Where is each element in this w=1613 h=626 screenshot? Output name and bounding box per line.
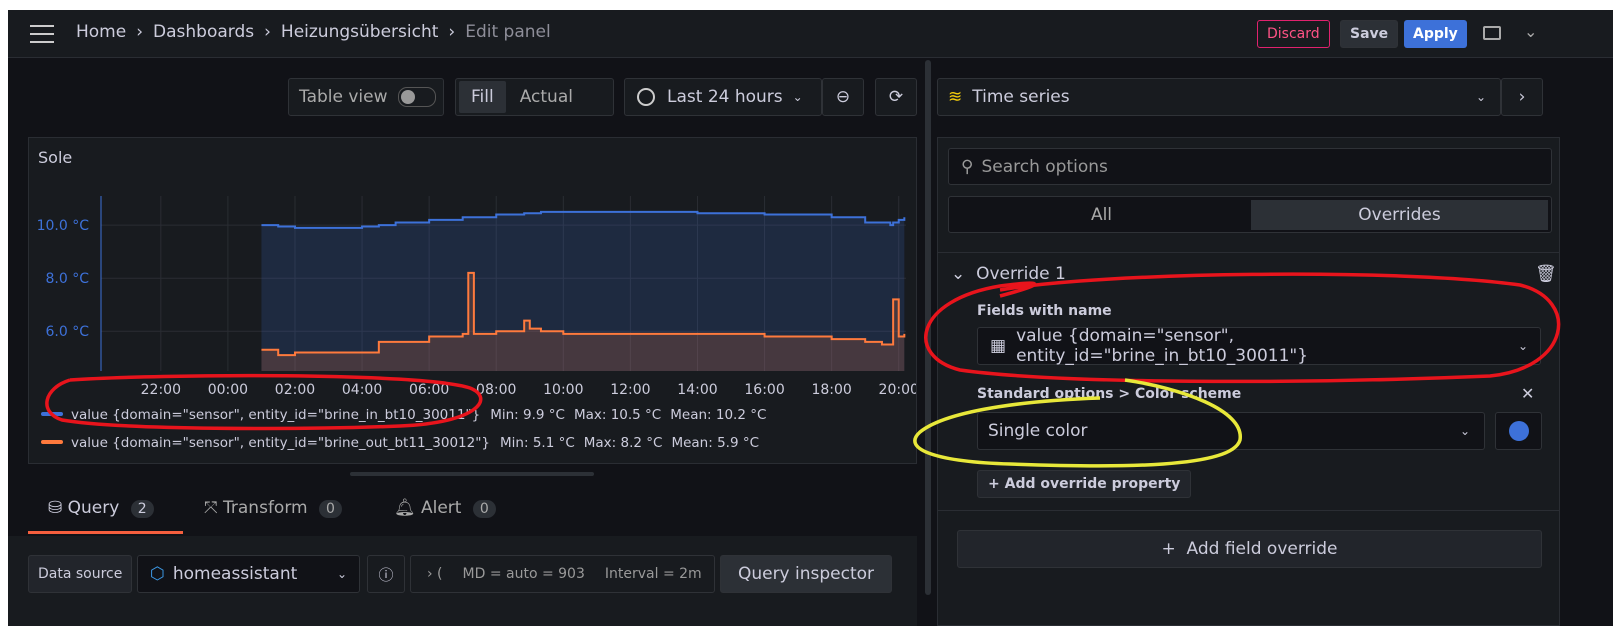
apply-button[interactable]: Apply (1404, 20, 1467, 48)
x-tick-label: 14:00 (677, 382, 717, 398)
refresh[interactable]: ⟳ (875, 78, 917, 116)
discard-button[interactable]: Discard (1257, 20, 1330, 48)
divider (937, 510, 1560, 511)
label: homeassistant (172, 564, 298, 584)
add-property[interactable]: + Add override property (977, 470, 1192, 498)
legend-stat: Min: 5.1 °C (500, 435, 575, 451)
value: value {domain="sensor", entity_id="brine… (1016, 326, 1309, 366)
tab-overrides[interactable]: Overrides (1251, 199, 1548, 230)
area (261, 272, 905, 371)
label: Add override property (1004, 476, 1181, 492)
area (261, 211, 905, 371)
matcher-label: Fields with name (977, 303, 1112, 319)
remove[interactable]: ✕ (1521, 384, 1535, 403)
legend-stat: Mean: 5.9 °C (671, 435, 759, 451)
collapse[interactable]: › (1501, 78, 1543, 116)
tab[interactable]: ⛁ Query 2 (28, 498, 183, 534)
badge: 0 (318, 500, 342, 518)
legend-stat: Max: 10.5 °C (574, 407, 661, 423)
help[interactable]: ⓘ (367, 555, 405, 593)
x-tick-label: 00:00 (208, 382, 248, 398)
table-view-toggle[interactable]: Table view (288, 78, 444, 116)
x-tick-label: 16:00 (744, 382, 784, 398)
override-title[interactable]: ⌄ Override 1 (951, 264, 1066, 284)
chart: 6.0 °C 8.0 °C 10.0 °C 22:00 00:00 02:00 04:00 0… (37, 196, 916, 451)
x-tick-label: 06:00 (409, 382, 449, 398)
tabs: All Overrides (948, 196, 1552, 233)
label: Last 24 hours (667, 87, 783, 107)
ds-picker[interactable]: ⬡ homeassistant ⌄ (137, 555, 360, 593)
color-scheme-select[interactable]: Single color ⌄ (977, 412, 1485, 450)
tab[interactable]: ⤧ Transform 0 (204, 498, 342, 518)
fill-option[interactable]: Fill (459, 81, 506, 113)
tab-label: Alert (421, 498, 462, 518)
trash[interactable]: 🗑︎ (1535, 264, 1557, 284)
label: Table view (299, 87, 388, 107)
x-tick-label: 10:00 (543, 382, 583, 398)
splitter[interactable] (350, 472, 594, 476)
legend-stat: Mean: 10.2 °C (670, 407, 766, 423)
time-picker[interactable]: Last 24 hours ⌄ (624, 78, 822, 116)
label: Time series (972, 87, 1070, 107)
query-inspector[interactable]: Query inspector (720, 555, 892, 593)
x-tick-label: 18:00 (811, 382, 851, 398)
crumb[interactable]: Home (76, 22, 127, 42)
chevron[interactable]: ⌄ (1524, 22, 1538, 41)
y-tick-label: 8.0 °C (46, 271, 90, 287)
scrollbar (925, 60, 931, 595)
tab-label: Transform (223, 498, 308, 518)
x-tick-label: 02:00 (275, 382, 315, 398)
legend-label: value {domain="sensor", entity_id="brine… (71, 407, 480, 423)
value: Single color (988, 421, 1088, 441)
line (261, 210, 906, 229)
badge: 2 (130, 500, 154, 518)
legend-stat: Min: 9.9 °C (490, 407, 565, 423)
actual-option[interactable]: Actual (519, 87, 573, 107)
x-tick-label: 22:00 (141, 382, 181, 398)
label: Add field override (1186, 539, 1338, 559)
query-options[interactable]: › (MD = auto = 903 Interval = 2m (410, 555, 715, 593)
x-tick-label: 08:00 (476, 382, 516, 398)
x-tick-label: 04:00 (342, 382, 382, 398)
legend-label: value {domain="sensor", entity_id="brine… (71, 435, 490, 451)
menu-icon[interactable] (30, 25, 54, 43)
crumb: Edit panel (465, 22, 551, 42)
x-tick-label: 20:00 (879, 382, 916, 398)
fill-actual: Fill Actual (455, 78, 614, 116)
divider (937, 252, 1560, 253)
tab-all[interactable]: All (1090, 204, 1113, 225)
badge: 0 (472, 500, 496, 518)
panel-title: Sole (38, 148, 73, 167)
color-swatch[interactable] (1495, 412, 1542, 450)
y-tick-label: 6.0 °C (46, 324, 90, 340)
viz-picker[interactable]: ≋ Time series ⌄ (937, 78, 1501, 116)
crumb[interactable]: Heizungsübersicht (280, 22, 439, 42)
placeholder: Search options (981, 156, 1108, 177)
tab-label: Query (67, 498, 120, 518)
breadcrumb: Home › Dashboards › Heizungsübersicht › Edi… (76, 22, 551, 42)
save-button[interactable]: Save (1340, 20, 1399, 48)
matcher-select[interactable]: ▦ value {domain="sensor", entity_id="brin… (977, 326, 1541, 366)
crumb[interactable]: Dashboards (153, 22, 255, 42)
panel: Sole 6.0 °C 8.0 °C 10.0 °C 22:00 00:00 02:00 0… (28, 137, 917, 464)
search[interactable]: ⚲ Search options (948, 148, 1552, 185)
ds-label: Data source (28, 555, 133, 593)
query-tabs: ⛁ Query 2 ⤧ Transform 0 🔔︎ Alert 0 (28, 498, 917, 534)
add-field-override[interactable]: + Add field override (957, 530, 1542, 568)
interval: Interval = 2m (604, 566, 702, 582)
display-icon[interactable] (1483, 26, 1501, 40)
line (261, 271, 906, 357)
property-label: Standard options > Color scheme (977, 386, 1242, 402)
legend-stat: Max: 8.2 °C (584, 435, 663, 451)
zoom-out[interactable]: ⊖ (822, 78, 864, 116)
y-tick-label: 10.0 °C (37, 218, 90, 234)
tab[interactable]: 🔔︎ Alert 0 (394, 498, 496, 518)
label: Override 1 (976, 264, 1066, 284)
md: MD = auto = 903 (462, 566, 585, 582)
x-tick-label: 12:00 (610, 382, 650, 398)
